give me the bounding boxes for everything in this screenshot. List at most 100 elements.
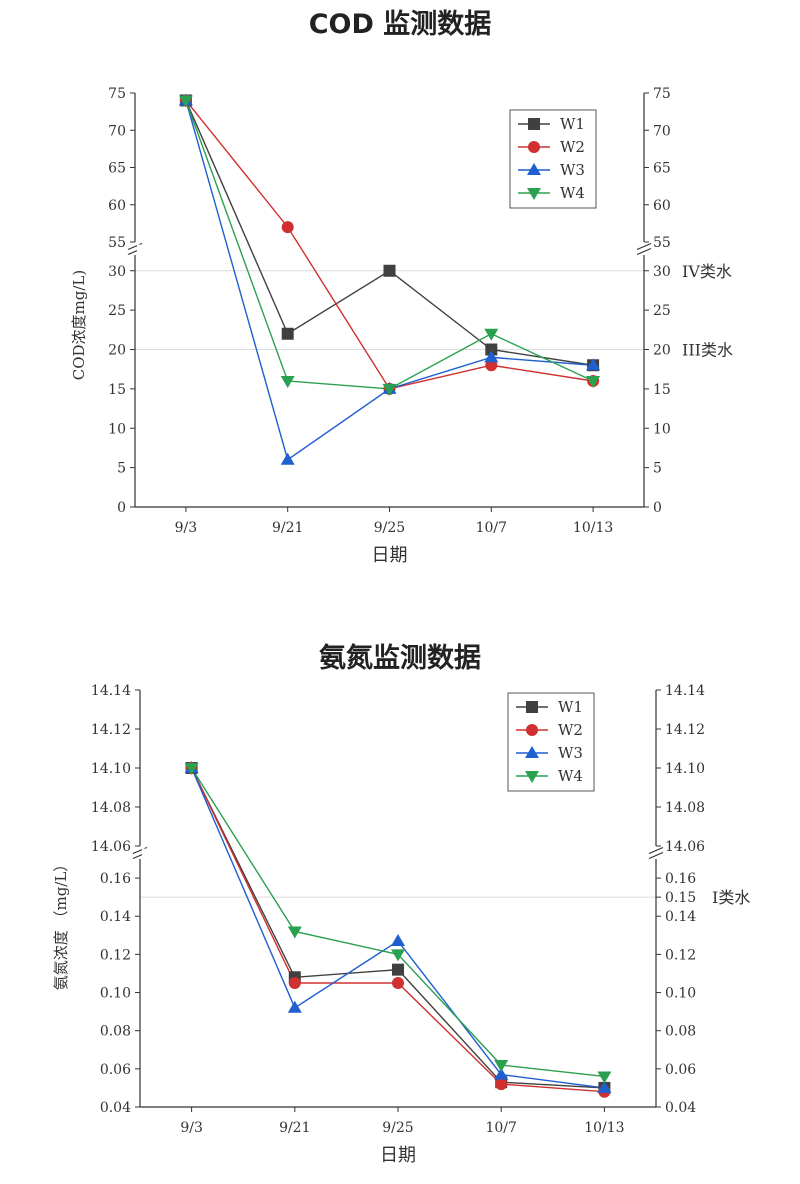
y-tick-label-left: 25 [108, 303, 126, 319]
legend-marker-w2 [528, 141, 540, 153]
y-tick-label-left: 0.14 [100, 909, 131, 925]
reference-label: Ⅰ类水 [712, 888, 750, 907]
x-tick-label: 10/13 [573, 520, 613, 536]
legend-marker-w3 [525, 746, 539, 758]
y-tick-label-right: 15 [653, 382, 671, 398]
data-point-w3 [280, 452, 295, 465]
y-axis-title: 氨氮浓度 （mg/L） [52, 857, 70, 991]
y-tick-label-left: 75 [108, 86, 126, 102]
y-tick-label-left: 55 [108, 235, 126, 251]
y-tick-label-left: 30 [108, 264, 126, 280]
y-tick-label-right: 30 [653, 264, 671, 280]
axis-break-gap [142, 848, 222, 857]
y-tick-label-left: 5 [117, 461, 126, 477]
y-tick-label-right: 10 [653, 421, 671, 437]
legend-label-w3: W3 [560, 161, 585, 179]
data-point-w1 [485, 343, 498, 356]
y-tick-label-right: 0.08 [665, 1024, 696, 1040]
y-tick-label-right: 0.15 [665, 890, 696, 906]
legend-box [507, 692, 595, 792]
series-line-w4 [191, 767, 605, 1078]
legend-marker-w1 [528, 118, 540, 130]
data-point-w2 [281, 221, 294, 234]
legend-marker-w2 [526, 724, 538, 736]
y-tick-label-left: 10 [108, 421, 126, 437]
x-tick-label: 9/21 [279, 1120, 310, 1136]
data-point-w4 [184, 763, 199, 775]
y-tick-label-right: 75 [653, 86, 671, 102]
legend-box [509, 109, 597, 209]
y-tick-label-left: 0.06 [100, 1062, 131, 1078]
data-point-w2 [495, 1078, 508, 1091]
y-tick-label-left: 20 [108, 343, 126, 359]
chart-title-cod: COD 监测数据 [308, 9, 492, 40]
data-point-w1 [392, 963, 404, 976]
y-tick-label-right: 0.12 [665, 947, 696, 963]
y-tick-label-right: 70 [653, 123, 671, 139]
reference-label: III类水 [682, 341, 733, 360]
y-tick-label-right: 65 [653, 161, 671, 177]
data-point-w4 [586, 376, 601, 388]
y-tick-label-left: 70 [108, 123, 126, 139]
axis-break-gap [137, 244, 217, 253]
x-tick-label: 9/21 [272, 520, 303, 536]
y-tick-label-left: 14.12 [91, 722, 131, 738]
data-point-w4 [280, 376, 295, 388]
chart-title-ammonia: 氨氮监测数据 [319, 643, 481, 674]
y-tick-label-right: 25 [653, 303, 671, 319]
y-tick-label-left: 0.12 [100, 947, 131, 963]
y-axis-title: COD浓度mg/L) [70, 270, 88, 381]
y-tick-label-left: 0.16 [100, 871, 131, 887]
data-point-w4 [382, 383, 397, 396]
y-tick-label-right: 0.04 [665, 1100, 696, 1116]
x-axis-title: 日期 [380, 1145, 416, 1166]
series-line-w1 [190, 767, 605, 1089]
axis-break-mark [648, 846, 664, 855]
legend-marker-w4 [527, 188, 541, 200]
y-tick-label-left: 14.10 [91, 761, 131, 777]
data-point-w3 [484, 350, 499, 363]
y-tick-label-right: 14.12 [665, 722, 705, 738]
data-point-w4 [287, 926, 302, 939]
data-point-w3 [586, 358, 601, 371]
y-tick-label-right: 0.14 [665, 909, 696, 925]
legend-label-w3: W3 [558, 744, 583, 762]
y-tick-label-left: 0.08 [100, 1024, 131, 1040]
data-point-w4 [494, 1060, 509, 1073]
legend-label-w2: W2 [558, 721, 583, 739]
y-tick-label-right: 60 [653, 198, 671, 214]
y-tick-label-left: 0.04 [100, 1100, 131, 1116]
y-tick-label-right: 0.10 [665, 986, 696, 1002]
y-tick-label-left: 60 [108, 198, 126, 214]
axis-break-mark [636, 242, 652, 251]
legend-label-w4: W4 [558, 767, 583, 785]
data-point-w3 [391, 934, 405, 947]
x-tick-label: 9/3 [175, 520, 198, 536]
legend-label-w1: W1 [558, 698, 583, 716]
axis-break-mark [636, 247, 652, 256]
x-tick-label: 10/7 [476, 520, 507, 536]
y-tick-label-right: 14.08 [665, 800, 705, 816]
y-tick-label-left: 14.06 [91, 839, 131, 855]
x-axis-title: 日期 [372, 545, 408, 566]
data-point-w3 [494, 1067, 509, 1080]
y-tick-label-left: 0 [117, 500, 126, 516]
legend-label-w1: W1 [560, 115, 585, 133]
data-point-w4 [597, 1071, 612, 1084]
series-line-w3 [190, 767, 605, 1089]
ammonia-chart: Ⅰ类水 0.04 0.04 0.06 0.06 0.08 0.08 0.10 0.10 0.12 0… [52, 683, 750, 1166]
y-tick-label-left: 14.08 [91, 800, 131, 816]
legend-label-w2: W2 [560, 138, 585, 156]
data-point-w4 [391, 949, 405, 962]
y-tick-label-left: 15 [108, 382, 126, 398]
data-point-w2 [392, 977, 404, 989]
reference-label: IV类水 [682, 262, 732, 281]
y-tick-label-right: 14.10 [665, 761, 705, 777]
y-tick-label-right: 14.14 [665, 683, 705, 699]
y-tick-label-left: 14.14 [91, 683, 131, 699]
data-point-w3 [287, 1000, 302, 1013]
y-tick-label-left: 0.10 [100, 986, 131, 1002]
data-point-w1 [281, 327, 294, 340]
x-tick-label: 10/7 [485, 1120, 516, 1136]
y-tick-label-right: 5 [653, 461, 662, 477]
